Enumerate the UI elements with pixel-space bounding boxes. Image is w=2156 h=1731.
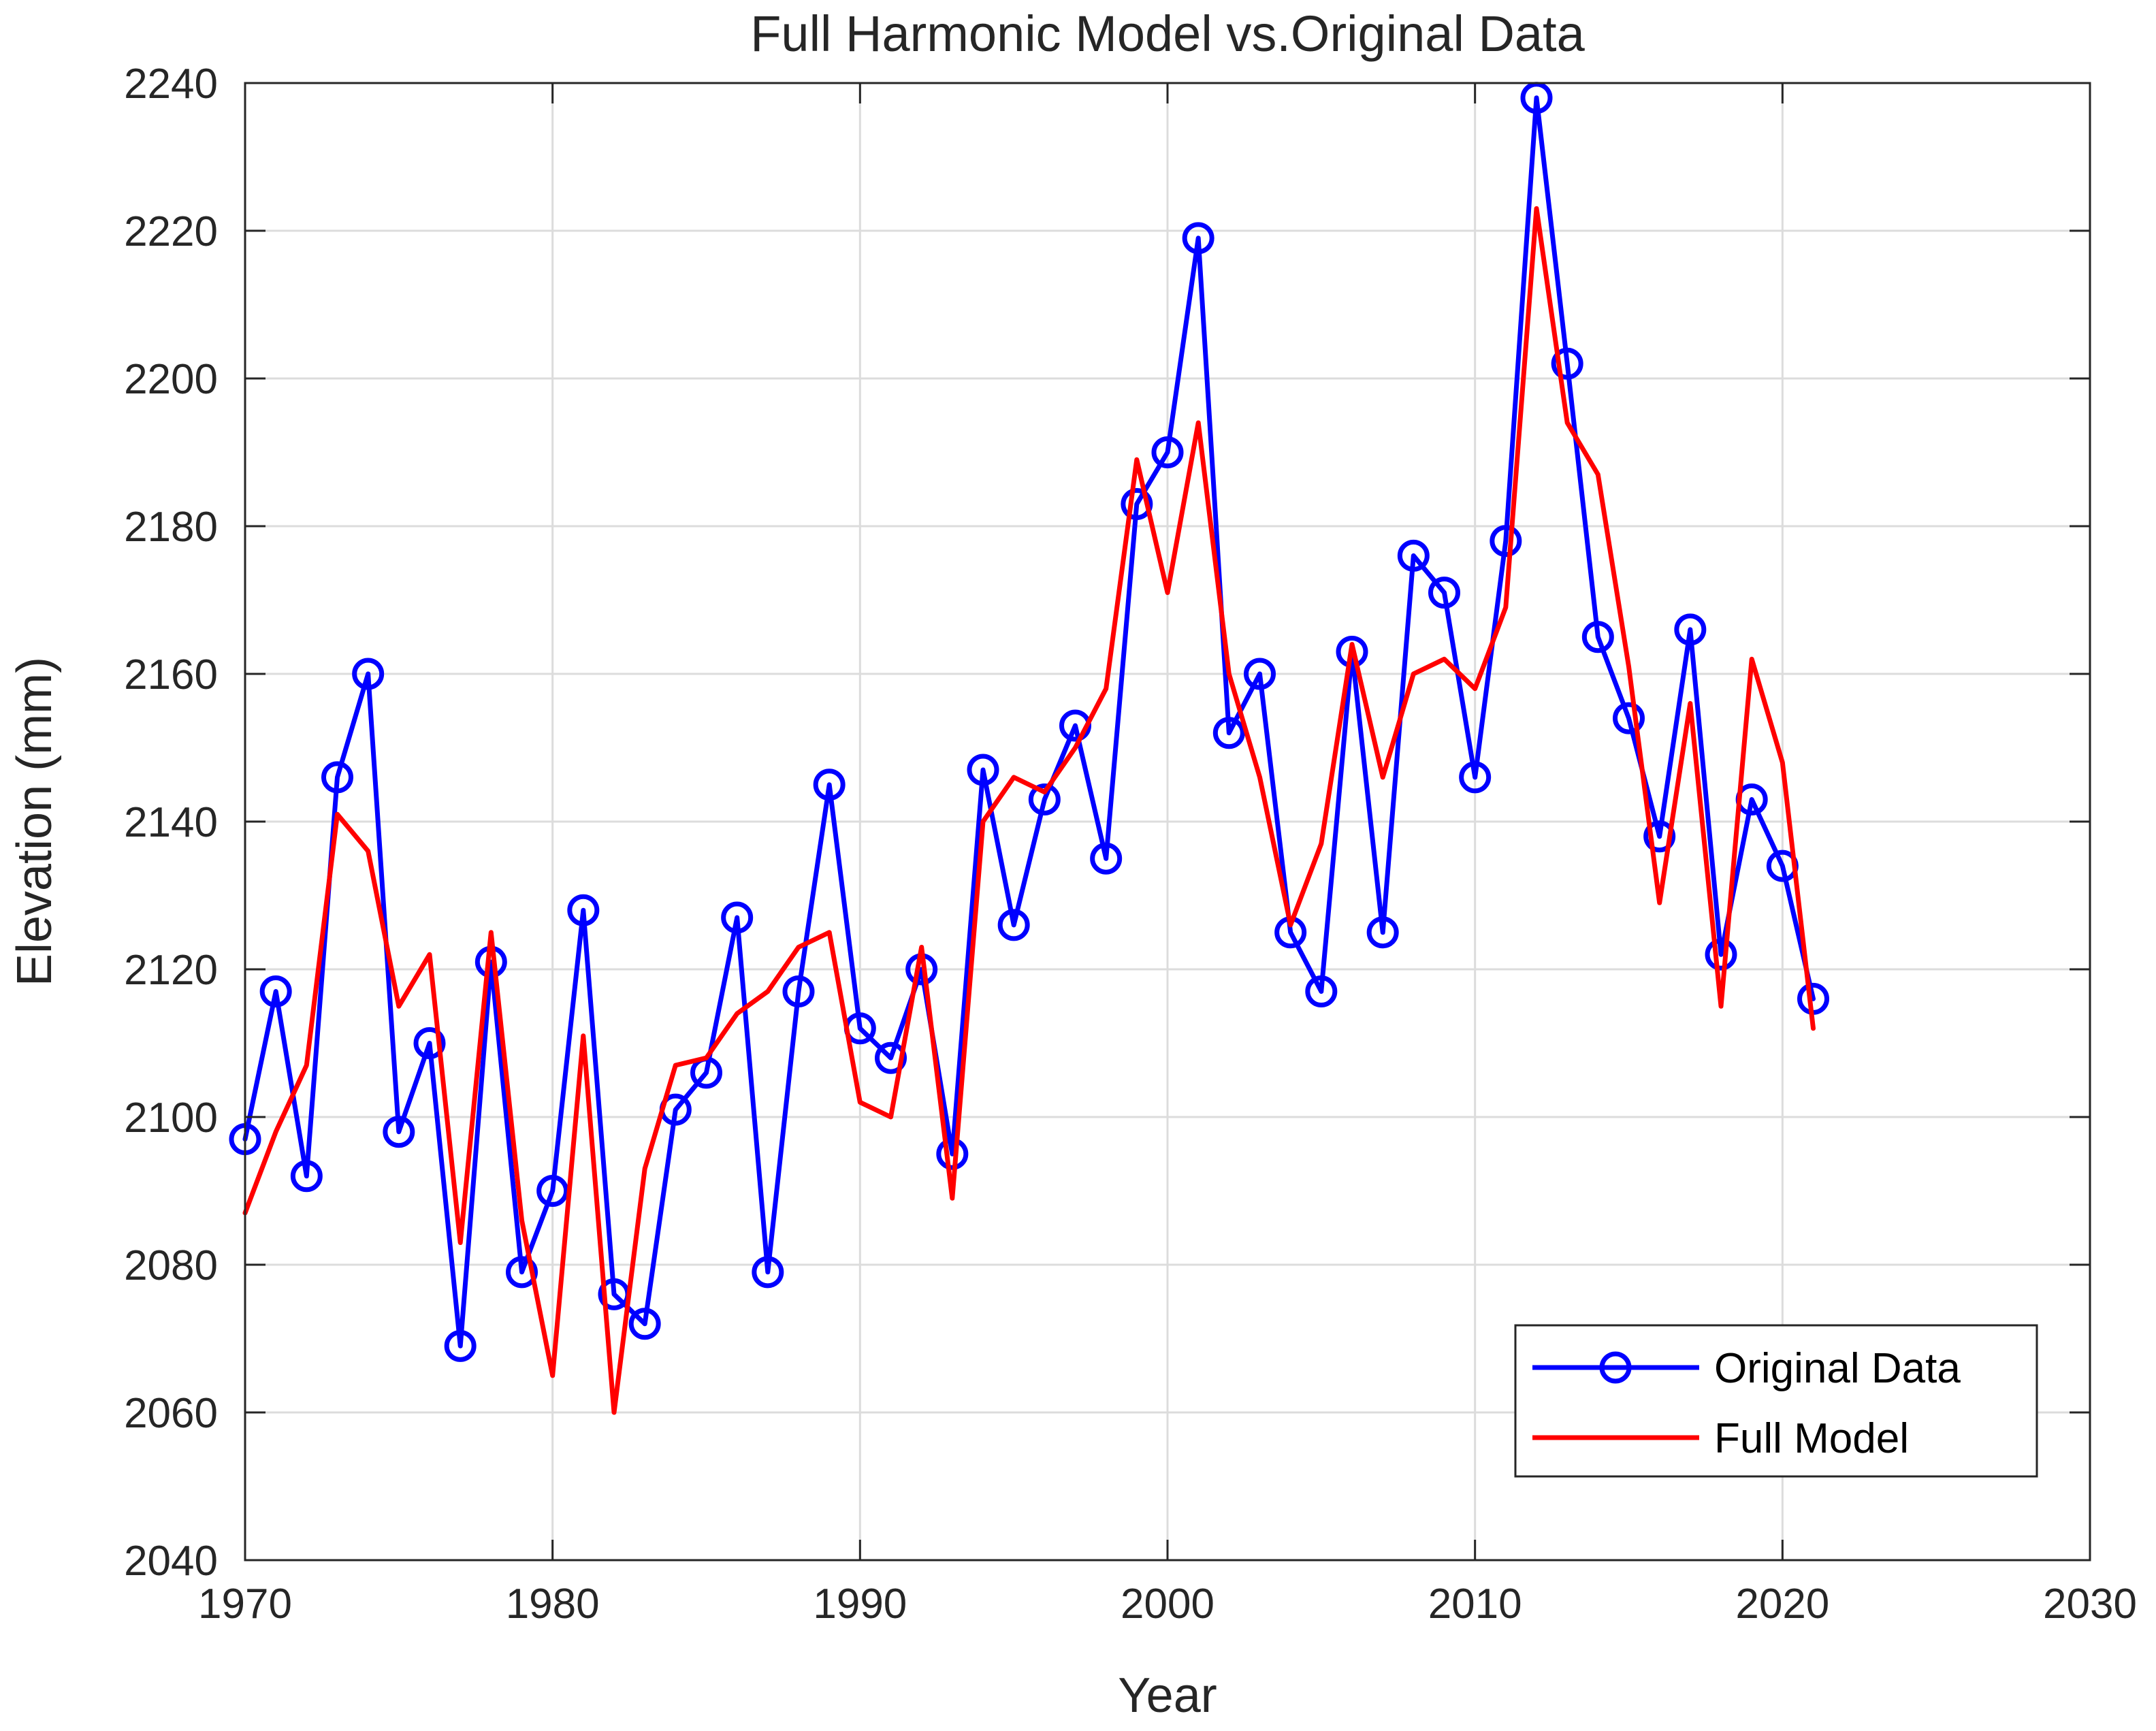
tick-labels: 1970 1980 1990 2000 2010 2020 2030 2040 2060 2080… — [124, 61, 2137, 1628]
x-axis-label: Year — [1118, 1668, 1217, 1723]
data-point-original-data — [1336, 635, 1368, 668]
y-tick-label: 2060 — [124, 1390, 218, 1437]
y-tick-label: 2080 — [124, 1242, 218, 1289]
series-line-full-model — [242, 206, 1816, 1415]
data-point-original-data — [782, 975, 815, 1008]
y-tick-label: 2100 — [124, 1095, 218, 1142]
data-point-original-data — [1212, 717, 1245, 749]
data-point-original-data — [997, 909, 1030, 941]
legend-marker-original-data — [1599, 1351, 1632, 1384]
data-point-original-data — [413, 1027, 446, 1059]
data-point-original-data — [1151, 436, 1184, 468]
legend: Original Data Full Model — [1514, 1324, 2038, 1478]
data-point-original-data — [628, 1308, 661, 1340]
y-tick-label: 2160 — [124, 651, 218, 698]
y-tick-label: 2180 — [124, 504, 218, 551]
legend-label-original-data: Original Data — [1714, 1345, 1961, 1392]
data-point-original-data — [1305, 975, 1338, 1008]
legend-box — [1514, 1324, 2038, 1478]
data-point-original-data — [1366, 916, 1399, 949]
data-point-original-data — [813, 769, 846, 801]
data-point-original-data — [1244, 658, 1276, 690]
y-axis-label: Elevation (mm) — [7, 657, 62, 986]
data-point-original-data — [290, 1160, 323, 1193]
data-point-original-data — [1613, 702, 1645, 734]
data-point-original-data — [506, 1256, 538, 1289]
data-point-original-data — [1090, 842, 1123, 875]
data-point-original-data — [1397, 539, 1430, 572]
x-tick-label: 1980 — [506, 1581, 600, 1628]
data-point-original-data — [1705, 938, 1737, 971]
data-point-original-data — [1121, 487, 1153, 520]
legend-label-full-model: Full Model — [1714, 1415, 1909, 1462]
y-tick-label: 2120 — [124, 947, 218, 994]
series-layer — [229, 82, 1829, 1415]
series-line-original-data — [242, 95, 1816, 1348]
data-point-original-data — [321, 761, 353, 794]
data-point-original-data — [1182, 222, 1214, 255]
data-point-original-data — [1581, 621, 1614, 653]
data-point-original-data — [1459, 761, 1492, 794]
chart-title: Full Harmonic Model vs.Original Data — [750, 5, 1585, 62]
data-point-original-data — [721, 901, 754, 934]
data-point-original-data — [383, 1116, 415, 1148]
data-point-original-data — [752, 1256, 784, 1289]
x-tick-label: 2010 — [1428, 1581, 1522, 1628]
y-tick-label: 2200 — [124, 356, 218, 403]
x-tick-label: 1990 — [813, 1581, 907, 1628]
x-tick-label: 2020 — [1735, 1581, 1829, 1628]
data-point-original-data — [967, 754, 999, 786]
data-point-original-data — [1674, 613, 1707, 646]
data-point-original-data — [1551, 347, 1583, 380]
y-tick-label: 2040 — [124, 1538, 218, 1585]
x-tick-label: 2000 — [1121, 1581, 1214, 1628]
y-tick-label: 2140 — [124, 799, 218, 846]
data-point-original-data — [567, 894, 600, 926]
data-point-original-data — [1520, 82, 1553, 114]
data-point-original-data — [875, 1041, 907, 1074]
data-point-original-data — [1428, 577, 1460, 609]
data-point-original-data — [1643, 820, 1676, 853]
data-point-original-data — [1028, 783, 1061, 815]
data-point-original-data — [1490, 525, 1522, 557]
data-point-original-data — [352, 658, 385, 690]
x-tick-label: 2030 — [2043, 1581, 2137, 1628]
data-point-original-data — [936, 1137, 969, 1170]
data-point-original-data — [444, 1329, 477, 1362]
ticks — [244, 82, 2091, 1562]
y-tick-label: 2240 — [124, 61, 218, 108]
y-tick-label: 2220 — [124, 208, 218, 255]
data-point-original-data — [259, 975, 292, 1008]
data-point-original-data — [536, 1175, 569, 1207]
x-tick-label: 1970 — [198, 1581, 292, 1628]
